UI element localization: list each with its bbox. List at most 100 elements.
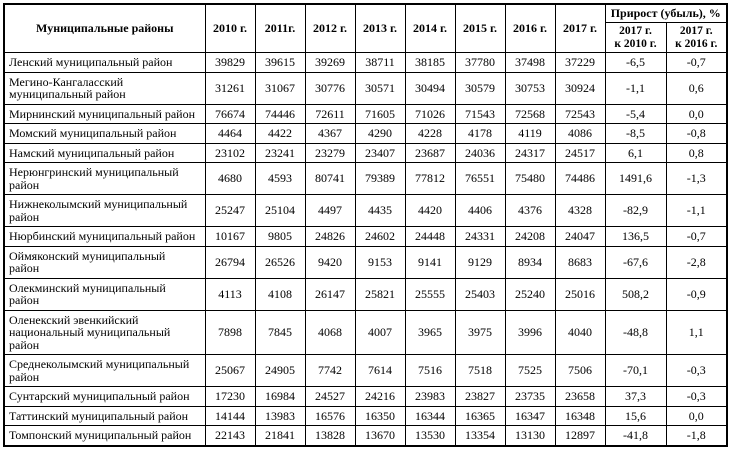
year-value-cell: 7506 [554,354,606,387]
growth-value-cell: 6,1 [604,142,667,163]
year-value-cell: 12897 [554,425,606,446]
year-value-cell: 24216 [354,386,406,407]
year-value-cell: 23102 [204,142,256,163]
growth-value-cell: -1,1 [604,71,667,105]
year-value-cell: 13130 [504,425,556,446]
col-header-2012: 2012 г. [304,3,356,53]
year-value-cell: 16344 [404,405,456,426]
year-value-cell: 31261 [204,71,256,105]
year-value-cell: 4328 [554,194,606,227]
year-value-cell: 4406 [454,194,506,227]
year-value-cell: 4178 [454,123,506,144]
growth-value-cell: 37,3 [604,386,667,407]
district-name-cell: Томпонский муниципальный район [3,425,206,446]
year-value-cell: 37780 [454,52,506,73]
year-value-cell: 75480 [504,162,556,195]
year-value-cell: 9153 [354,245,406,279]
year-value-cell: 4376 [504,194,556,227]
year-value-cell: 30753 [504,71,556,105]
year-value-cell: 25104 [254,194,306,227]
year-value-cell: 30579 [454,71,506,105]
table-row: Ленский муниципальный район 39829 39615 392… [3,52,728,73]
growth-value-cell: -0,7 [665,52,728,73]
table-row: Среднеколымский муниципальный район 25067… [3,354,728,387]
year-value-cell: 79389 [354,162,406,195]
growth-value-cell: 1,1 [665,309,728,355]
year-value-cell: 76551 [454,162,506,195]
year-value-cell: 3965 [404,309,456,355]
year-value-cell: 38711 [354,52,406,73]
growth-value-cell: -0,3 [665,386,728,407]
district-name-cell: Таттинский муниципальный район [3,405,206,426]
table-row: Олекминский муниципальный район 4113 4108 2… [3,277,728,311]
district-name-cell: Ленский муниципальный район [3,52,206,73]
year-value-cell: 13354 [454,425,506,446]
year-value-cell: 25240 [504,277,556,311]
table-row: Таттинский муниципальный район 14144 13983… [3,405,728,426]
year-value-cell: 9420 [304,245,356,279]
growth-value-cell: 0,6 [665,71,728,105]
year-value-cell: 80741 [304,162,356,195]
table-body: Ленский муниципальный район 39829 39615 392… [3,52,728,446]
year-value-cell: 25067 [204,354,256,387]
district-name-cell: Среднеколымский муниципальный район [3,354,206,387]
year-value-cell: 4228 [404,123,456,144]
table-row: Нижнеколымский муниципальный район 25247 2… [3,194,728,227]
year-value-cell: 23658 [554,386,606,407]
growth-value-cell: -48,8 [604,309,667,355]
growth-value-cell: 0,0 [665,405,728,426]
year-value-cell: 38185 [404,52,456,73]
year-value-cell: 72543 [554,103,606,124]
year-value-cell: 14144 [204,405,256,426]
year-value-cell: 7518 [454,354,506,387]
year-value-cell: 24517 [554,142,606,163]
growth-value-cell: -5,4 [604,103,667,124]
table-row: Сунтарский муниципальный район 17230 16984… [3,386,728,407]
year-value-cell: 76674 [204,103,256,124]
growth-value-cell: 0,0 [665,103,728,124]
growth-value-cell: -0,3 [665,354,728,387]
table-row: Мирнинский муниципальный район 76674 74446… [3,103,728,124]
year-value-cell: 9129 [454,245,506,279]
table-row: Нюрбинский муниципальный район 10167 9805 2… [3,226,728,247]
year-value-cell: 71605 [354,103,406,124]
year-value-cell: 25016 [554,277,606,311]
year-value-cell: 9805 [254,226,306,247]
year-value-cell: 4119 [504,123,556,144]
year-value-cell: 17230 [204,386,256,407]
year-value-cell: 16347 [504,405,556,426]
col-header-2015: 2015 г. [454,3,506,53]
growth-value-cell: -8,5 [604,123,667,144]
year-value-cell: 7742 [304,354,356,387]
growth-value-cell: -0,7 [665,226,728,247]
year-value-cell: 71543 [454,103,506,124]
year-value-cell: 72568 [504,103,556,124]
year-value-cell: 30571 [354,71,406,105]
table-row: Момский муниципальный район 4464 4422 4367 4… [3,123,728,144]
year-value-cell: 24317 [504,142,556,163]
year-value-cell: 26147 [304,277,356,311]
growth-value-cell: -70,1 [604,354,667,387]
year-value-cell: 24826 [304,226,356,247]
growth-value-cell: -6,5 [604,52,667,73]
col-header-2017: 2017 г. [554,3,606,53]
year-value-cell: 4068 [304,309,356,355]
district-name-cell: Мирнинский муниципальный район [3,103,206,124]
year-value-cell: 30776 [304,71,356,105]
year-value-cell: 30924 [554,71,606,105]
year-value-cell: 4040 [554,309,606,355]
table-row: Оленекский эвенкийский национальный муни… [3,309,728,355]
growth-value-cell: -67,6 [604,245,667,279]
year-value-cell: 23827 [454,386,506,407]
header-row-sub: 2017 г. к 2010 г. 2017 г. к 2016 г. [4,22,728,53]
year-value-cell: 25403 [454,277,506,311]
year-value-cell: 4435 [354,194,406,227]
growth-value-cell: -0,8 [665,123,728,144]
municipal-districts-table: Муниципальные районы 2010 г. 2011г. 2012… [3,3,729,447]
year-value-cell: 24047 [554,226,606,247]
district-name-cell: Оймяконский муниципальный район [3,245,206,279]
year-value-cell: 16350 [354,405,406,426]
year-value-cell: 24331 [454,226,506,247]
district-name-cell: Нюрбинский муниципальный район [3,226,206,247]
district-name-cell: Сунтарский муниципальный район [3,386,206,407]
